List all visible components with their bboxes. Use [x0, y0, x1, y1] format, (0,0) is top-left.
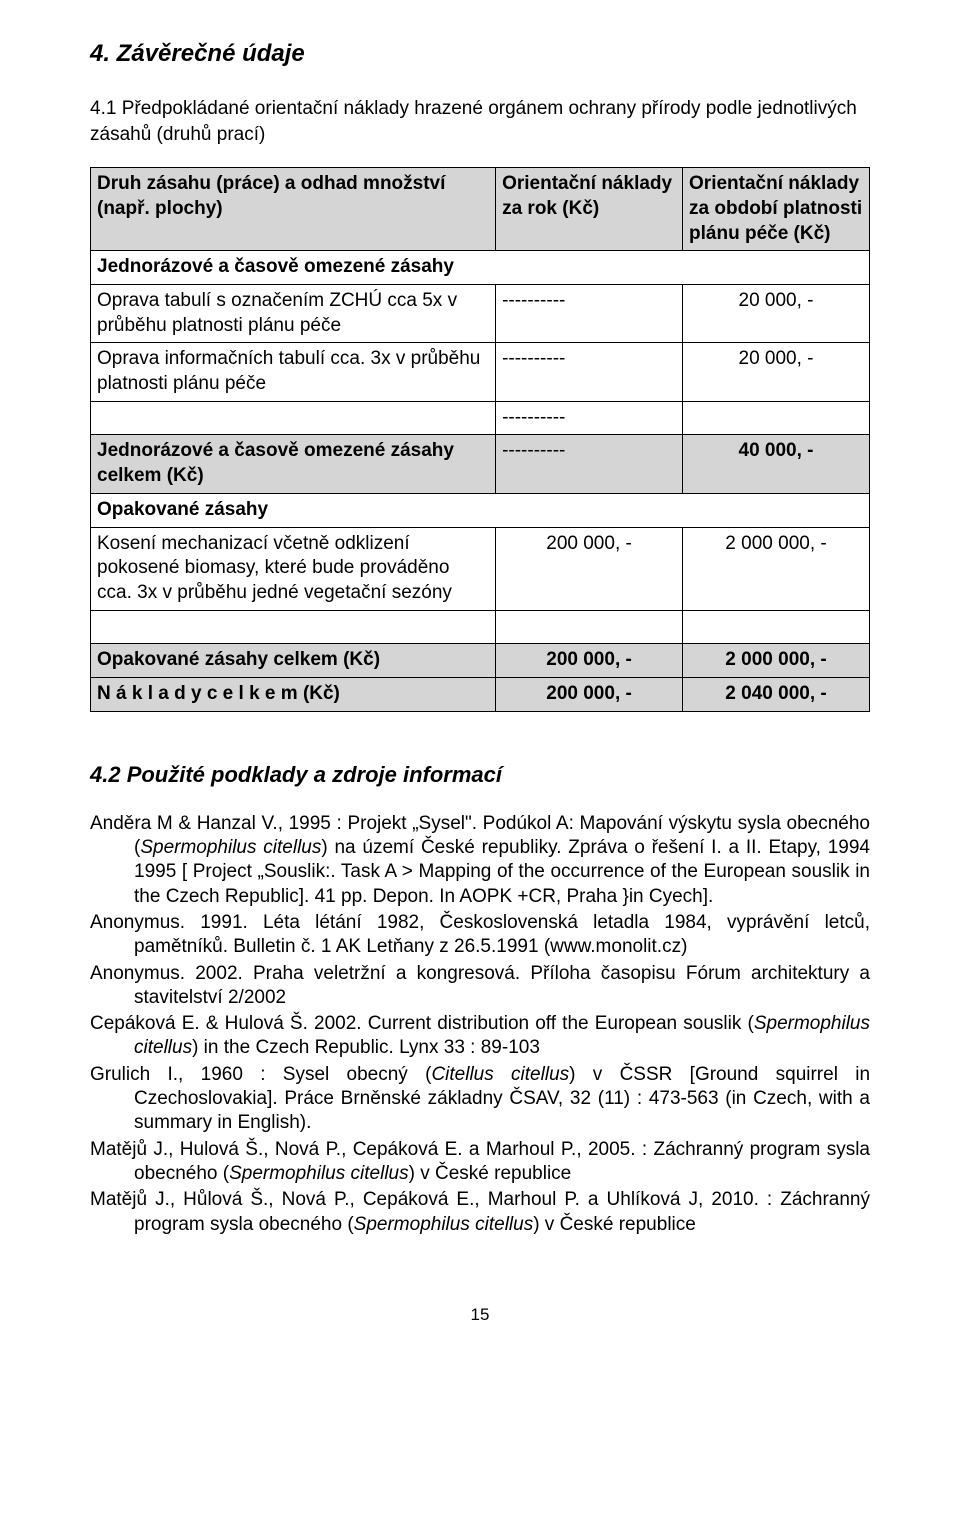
group-total-label: Jednorázové a časově omezené zásahy celk…: [91, 435, 496, 493]
cell-label: Oprava informačních tabulí cca. 3x v prů…: [91, 343, 496, 401]
reference-item: Cepáková E. & Hulová Š. 2002. Current di…: [90, 1012, 870, 1061]
cell-label: Oprava tabulí s označením ZCHÚ cca 5x v …: [91, 285, 496, 343]
col-header-rok: Orientační náklady za rok (Kč): [496, 168, 683, 251]
cell-rok: [496, 610, 683, 644]
cell-obdobi: 20 000, -: [683, 343, 870, 401]
cell-obdobi: 2 000 000, -: [683, 527, 870, 610]
group-total-obdobi: 40 000, -: [683, 435, 870, 493]
group-total-rok: 200 000, -: [496, 644, 683, 678]
group-total-label: Opakované zásahy celkem (Kč): [91, 644, 496, 678]
reference-item: Matějů J., Hůlová Š., Nová P., Cepáková …: [90, 1188, 870, 1237]
reference-item: Anonymus. 1991. Léta létání 1982, Českos…: [90, 911, 870, 960]
grand-total-obdobi: 2 040 000, -: [683, 677, 870, 711]
subheading: 4.1 Předpokládané orientační náklady hra…: [90, 96, 870, 147]
subsection-title: 4.2 Použité podklady a zdroje informací: [90, 762, 870, 788]
page-number: 15: [90, 1305, 870, 1325]
grand-total-label: N á k l a d y c e l k e m (Kč): [91, 677, 496, 711]
table-row: Oprava informačních tabulí cca. 3x v prů…: [91, 343, 870, 401]
reference-item: Anděra M & Hanzal V., 1995 : Projekt „Sy…: [90, 812, 870, 909]
cell-obdobi: [683, 610, 870, 644]
table-row: ----------: [91, 401, 870, 435]
reference-item: Matějů J., Hulová Š., Nová P., Cepáková …: [90, 1138, 870, 1187]
section-title: 4. Závěrečné údaje: [90, 40, 870, 68]
group-total-rok: ----------: [496, 435, 683, 493]
reference-item: Grulich I., 1960 : Sysel obecný (Citellu…: [90, 1063, 870, 1136]
cell-label: [91, 610, 496, 644]
cell-rok: ----------: [496, 285, 683, 343]
cell-obdobi: 20 000, -: [683, 285, 870, 343]
col-header-obdobi: Orientační náklady za období platnosti p…: [683, 168, 870, 251]
references: Anděra M & Hanzal V., 1995 : Projekt „Sy…: [90, 812, 870, 1237]
cell-label: [91, 401, 496, 435]
col-header-druh: Druh zásahu (práce) a odhad množství (na…: [91, 168, 496, 251]
reference-item: Anonymus. 2002. Praha veletržní a kongre…: [90, 962, 870, 1011]
cell-obdobi: [683, 401, 870, 435]
cell-label: Kosení mechanizací včetně odklizení poko…: [91, 527, 496, 610]
group-total-obdobi: 2 000 000, -: [683, 644, 870, 678]
table-row: Kosení mechanizací včetně odklizení poko…: [91, 527, 870, 610]
table-row: Oprava tabulí s označením ZCHÚ cca 5x v …: [91, 285, 870, 343]
group-header-jednorazove: Jednorázové a časově omezené zásahy: [91, 251, 870, 285]
grand-total-rok: 200 000, -: [496, 677, 683, 711]
costs-table: Druh zásahu (práce) a odhad množství (na…: [90, 167, 870, 711]
group-header-opakovane: Opakované zásahy: [91, 493, 870, 527]
cell-rok: 200 000, -: [496, 527, 683, 610]
cell-rok: ----------: [496, 401, 683, 435]
table-row: [91, 610, 870, 644]
cell-rok: ----------: [496, 343, 683, 401]
